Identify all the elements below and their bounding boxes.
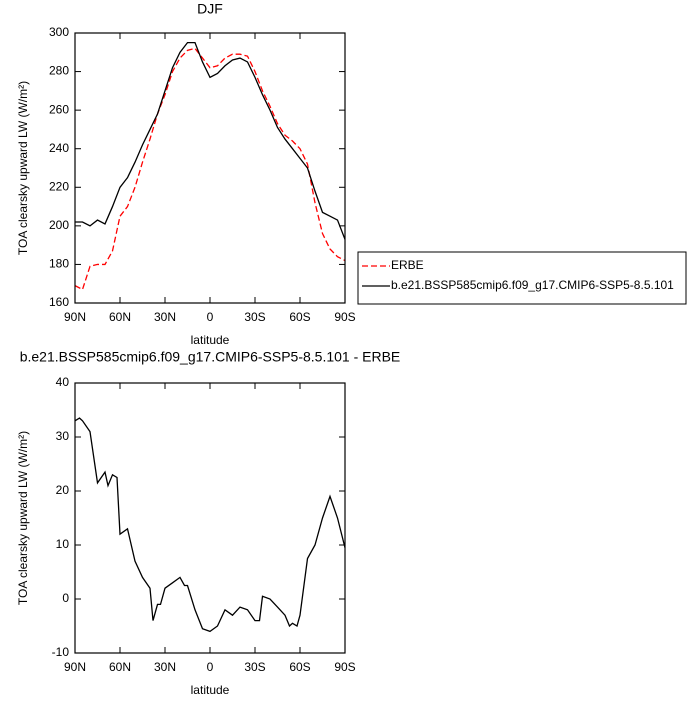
x-tick-label: 90N (64, 660, 86, 674)
y-tick-label: 260 (49, 102, 69, 116)
data-line (74, 47, 346, 291)
y-tick-label: 30 (56, 429, 70, 443)
x-tick-label: 30N (154, 660, 176, 674)
x-tick-label: 60N (109, 310, 131, 324)
x-axis-label: latitude (191, 683, 230, 697)
y-tick-label: 40 (56, 375, 70, 389)
y-tick-label: 20 (56, 483, 70, 497)
x-tick-label: 90N (64, 310, 86, 324)
y-tick-label: 300 (49, 25, 69, 39)
x-tick-label: 60N (109, 660, 131, 674)
legend-label: ERBE (391, 258, 424, 272)
plot-frame (74, 382, 346, 654)
x-tick-label: 0 (207, 660, 214, 674)
x-tick-label: 0 (207, 310, 214, 324)
y-tick-label: 180 (49, 257, 69, 271)
x-tick-label: 60S (289, 660, 310, 674)
y-tick-label: 240 (49, 141, 69, 155)
y-tick-label: 0 (62, 591, 69, 605)
x-tick-label: 90S (334, 310, 355, 324)
chart-title: b.e21.BSSP585cmip6.f09_g17.CMIP6-SSP5-8.… (20, 349, 401, 365)
x-tick-label: 30S (244, 660, 265, 674)
chart-title: DJF (197, 1, 223, 17)
legend-box (357, 251, 687, 305)
legend-label: b.e21.BSSP585cmip6.f09_g17.CMIP6-SSP5-8.… (391, 278, 674, 292)
plot-frame (74, 32, 346, 304)
y-axis-label: TOA clearsky upward LW (W/m²) (16, 81, 30, 255)
x-axis-label: latitude (191, 333, 230, 347)
x-tick-label: 30S (244, 310, 265, 324)
y-tick-label: 220 (49, 179, 69, 193)
legend: ERBE b.e21.BSSP585cmip6.f09_g17.CMIP6-SSP… (357, 251, 687, 305)
y-tick-label: 280 (49, 64, 69, 78)
y-tick-label: 160 (49, 295, 69, 309)
y-tick-label: -10 (52, 645, 70, 659)
y-tick-label: 200 (49, 218, 69, 232)
y-tick-label: 10 (56, 537, 70, 551)
x-tick-label: 90S (334, 660, 355, 674)
x-tick-label: 30N (154, 310, 176, 324)
y-axis-label: TOA clearsky upward LW (W/m²) (16, 431, 30, 605)
x-tick-label: 60S (289, 310, 310, 324)
data-line (74, 417, 346, 633)
data-line (75, 41, 346, 240)
